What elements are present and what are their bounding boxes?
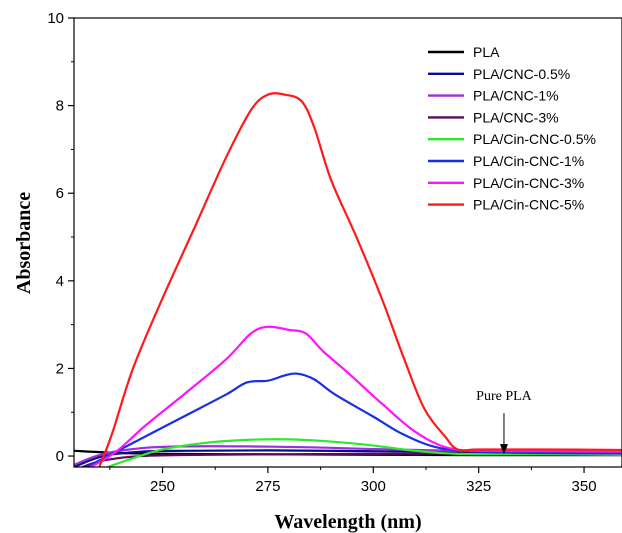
y-tick-label: 8 xyxy=(56,98,64,115)
annotation-label-0: Pure PLA xyxy=(476,389,533,404)
legend-label-1: PLA/CNC-0.5% xyxy=(473,66,570,82)
series-line-7 xyxy=(98,92,622,467)
y-tick-label: 6 xyxy=(56,185,64,202)
legend-label-5: PLA/Cin-CNC-1% xyxy=(473,153,584,169)
series-line-4 xyxy=(106,438,622,467)
y-tick-label: 2 xyxy=(56,360,64,377)
y-tick-label: 10 xyxy=(47,10,64,27)
x-tick-label: 350 xyxy=(572,478,597,495)
legend-label-4: PLA/Cin-CNC-0.5% xyxy=(473,131,596,147)
legend-label-7: PLA/Cin-CNC-5% xyxy=(473,197,584,213)
annotations: Pure PLA xyxy=(476,389,533,455)
x-axis-title: Wavelength (nm) xyxy=(274,511,421,533)
x-tick-label: 325 xyxy=(466,478,491,495)
legend-label-3: PLA/CNC-3% xyxy=(473,109,559,125)
y-axis-title: Absorbance xyxy=(13,192,35,294)
legend-label-6: PLA/Cin-CNC-3% xyxy=(473,175,584,191)
y-tick-label: 0 xyxy=(56,448,64,465)
legend-label-2: PLA/CNC-1% xyxy=(473,88,559,104)
legend: PLA PLA/CNC-0.5% PLA/CNC-1% PLA/CNC-3% PLA/C… xyxy=(428,44,596,213)
axis-ticks: 250 275 300 325 350 0 2 4 6 8 10 xyxy=(47,10,596,495)
annotation-arrow-head xyxy=(499,444,508,455)
plot-lines xyxy=(74,92,622,467)
x-tick-label: 300 xyxy=(361,478,386,495)
y-tick-label: 4 xyxy=(56,273,64,290)
x-tick-label: 250 xyxy=(150,478,175,495)
x-tick-label: 275 xyxy=(255,478,280,495)
legend-label-0: PLA xyxy=(473,44,500,60)
plot-frame xyxy=(73,17,622,468)
